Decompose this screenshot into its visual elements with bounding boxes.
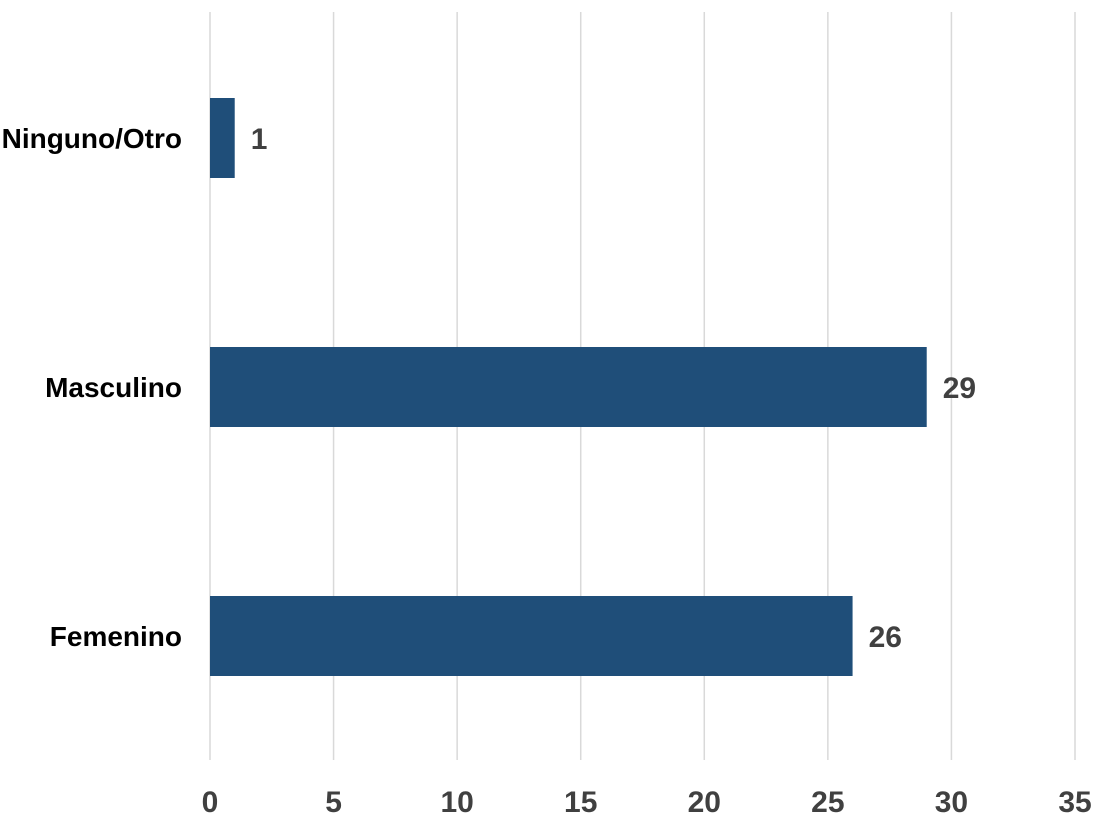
x-tick-label: 20	[688, 786, 721, 818]
category-label: Femenino	[50, 621, 182, 652]
data-label: 1	[251, 123, 268, 156]
bar-ninguno-otro	[210, 98, 235, 178]
data-label: 26	[869, 621, 902, 654]
x-tick-label: 0	[202, 786, 219, 818]
category-label: Ninguno/Otro	[2, 123, 182, 154]
bars	[210, 98, 927, 676]
x-tick-label: 10	[440, 786, 473, 818]
x-tick-label: 25	[811, 786, 844, 818]
x-tick-label: 15	[564, 786, 597, 818]
bar-femenino	[210, 596, 853, 676]
labels: 0 5 10 15 20 25 30 35 Ninguno/Otro 1 Masculino 29 Fe…	[2, 123, 1092, 819]
x-tick-label: 35	[1058, 786, 1091, 818]
bar-masculino	[210, 347, 927, 427]
data-label: 29	[943, 372, 976, 405]
x-tick-label: 30	[935, 786, 968, 818]
category-label: Masculino	[45, 372, 182, 403]
x-tick-label: 5	[325, 786, 342, 818]
